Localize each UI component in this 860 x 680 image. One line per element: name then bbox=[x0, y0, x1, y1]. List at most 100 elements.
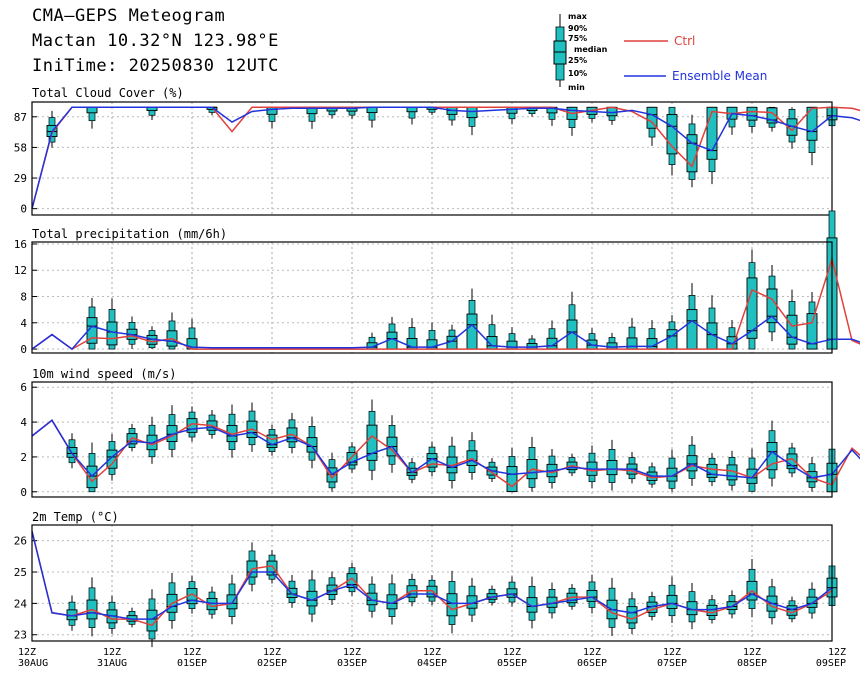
panel-frame bbox=[31, 524, 833, 642]
x-tick-hour: 12Z bbox=[663, 647, 681, 658]
box-inner bbox=[86, 106, 98, 114]
panel-title: 2m Temp (°C) bbox=[32, 510, 119, 524]
box-inner bbox=[766, 288, 778, 324]
y-tick-label: 87 bbox=[14, 111, 27, 124]
y-tick-label: 16 bbox=[14, 238, 27, 251]
chart-panel bbox=[31, 187, 860, 354]
x-tick-date: 09SEP bbox=[816, 658, 846, 669]
legend-box-label: median bbox=[574, 45, 608, 54]
x-tick-date: 03SEP bbox=[337, 658, 367, 669]
box-inner bbox=[666, 467, 678, 482]
panel-title: Total precipitation (mm/6h) bbox=[32, 227, 227, 241]
box-inner bbox=[746, 106, 758, 121]
box-inner bbox=[226, 594, 238, 610]
box-inner bbox=[506, 588, 518, 598]
y-tick-label: 2 bbox=[20, 451, 27, 464]
y-tick-label: 26 bbox=[14, 535, 27, 548]
box-inner bbox=[586, 589, 598, 602]
box-inner bbox=[606, 342, 618, 350]
panel-frame bbox=[31, 241, 833, 354]
series-line-ensemble-mean bbox=[31, 531, 833, 620]
box-inner bbox=[666, 594, 678, 609]
y-tick-label: 25 bbox=[14, 566, 27, 579]
y-tick-label: 0 bbox=[20, 486, 27, 499]
x-tick-hour: 12Z bbox=[263, 647, 281, 658]
y-tick-label: 0 bbox=[20, 343, 27, 356]
box-inner bbox=[466, 106, 478, 119]
x-tick-date: 06SEP bbox=[577, 658, 607, 669]
y-tick-label: 23 bbox=[14, 629, 27, 642]
box-inner bbox=[806, 106, 818, 141]
box-inner bbox=[266, 106, 278, 115]
box-inner bbox=[806, 596, 818, 608]
y-tick-label: 4 bbox=[20, 317, 27, 330]
x-tick-hour: 12Z bbox=[743, 647, 761, 658]
box-inner bbox=[106, 449, 118, 469]
box-inner bbox=[686, 309, 698, 350]
x-tick-hour: 12Z bbox=[18, 647, 36, 658]
x-tick-hour: 12Z bbox=[103, 647, 121, 658]
init-time-label: IniTime: 20250830 12UTC bbox=[32, 56, 279, 76]
box-inner bbox=[706, 106, 718, 160]
series-line-ensemble-mean bbox=[31, 315, 860, 351]
box-inner bbox=[346, 452, 358, 466]
series-line-ctrl bbox=[31, 419, 860, 488]
box-inner bbox=[506, 340, 518, 350]
x-tick-date: 07SEP bbox=[657, 658, 687, 669]
box-inner bbox=[366, 424, 378, 461]
box-inner bbox=[766, 107, 778, 124]
legend-mean-label: Ensemble Mean bbox=[672, 69, 767, 83]
chart-panel bbox=[31, 101, 860, 216]
box-inner bbox=[706, 604, 718, 616]
location-label: Mactan 10.32°N 123.98°E bbox=[32, 31, 279, 51]
panel-title: Total Cloud Cover (%) bbox=[32, 86, 184, 100]
y-tick-label: 8 bbox=[20, 291, 27, 304]
box-inner bbox=[766, 442, 778, 471]
box-inner bbox=[186, 418, 198, 433]
meteogram-title: CMA—GEPS Meteogram bbox=[32, 6, 226, 26]
x-tick-hour: 12Z bbox=[828, 647, 846, 658]
legend-box-label: min bbox=[568, 83, 585, 92]
y-tick-label: 6 bbox=[20, 381, 27, 394]
box-inner bbox=[446, 593, 458, 617]
y-tick-label: 58 bbox=[14, 141, 27, 154]
box-inner bbox=[706, 463, 718, 478]
box-inner bbox=[466, 313, 478, 350]
x-tick-date: 08SEP bbox=[737, 658, 767, 669]
x-tick-hour: 12Z bbox=[583, 647, 601, 658]
box-inner bbox=[266, 560, 278, 576]
x-tick-hour: 12Z bbox=[503, 647, 521, 658]
y-tick-label: 24 bbox=[14, 597, 28, 610]
legend-box-label: 90% bbox=[568, 24, 587, 33]
panel-frame bbox=[31, 101, 833, 216]
box-inner bbox=[786, 314, 798, 345]
series-line-ctrl bbox=[31, 106, 860, 209]
box-inner bbox=[646, 106, 658, 129]
x-tick-date: 04SEP bbox=[417, 658, 447, 669]
x-tick-date: 30AUG bbox=[18, 658, 48, 669]
chart-panel bbox=[31, 381, 860, 498]
x-tick-date: 02SEP bbox=[257, 658, 287, 669]
legend-box-label: 75% bbox=[568, 34, 587, 43]
legend-box-label: 10% bbox=[568, 69, 587, 78]
legend-ctrl-label: Ctrl bbox=[674, 34, 695, 48]
box-inner bbox=[506, 466, 518, 492]
x-tick-hour: 12Z bbox=[183, 647, 201, 658]
x-tick-date: 01SEP bbox=[177, 658, 207, 669]
chart-panel bbox=[31, 524, 838, 648]
series-line-ensemble-mean bbox=[31, 419, 860, 479]
x-tick-hour: 12Z bbox=[343, 647, 361, 658]
legend-box-label: 25% bbox=[568, 56, 587, 65]
box-inner bbox=[626, 337, 638, 350]
series-line-ensemble-mean bbox=[31, 106, 860, 209]
box-inner bbox=[806, 313, 818, 350]
y-tick-label: 0 bbox=[20, 203, 27, 216]
y-tick-label: 4 bbox=[20, 416, 27, 429]
panel-title: 10m wind speed (m/s) bbox=[32, 367, 177, 381]
box-inner bbox=[606, 459, 618, 476]
x-tick-date: 31AUG bbox=[97, 658, 127, 669]
y-tick-label: 12 bbox=[14, 264, 27, 277]
x-tick-hour: 12Z bbox=[423, 647, 441, 658]
y-tick-label: 29 bbox=[14, 172, 27, 185]
